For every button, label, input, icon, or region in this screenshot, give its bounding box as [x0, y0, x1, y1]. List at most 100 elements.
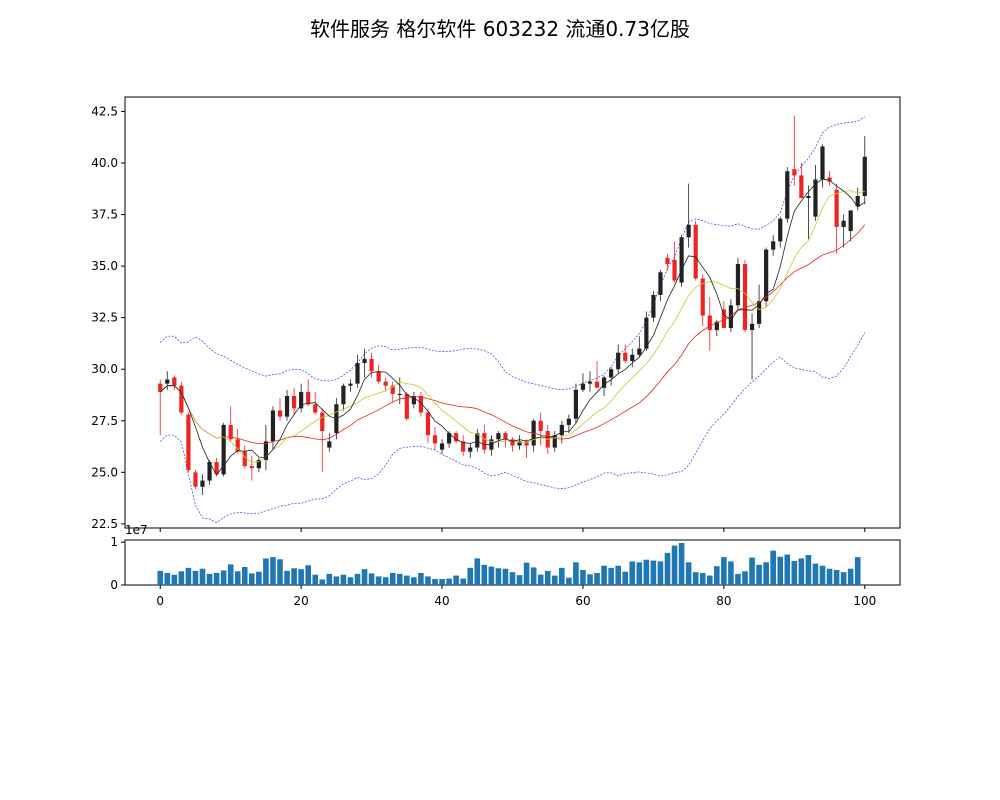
volume-bar	[425, 576, 431, 585]
vol-y-tick-label: 1	[110, 535, 118, 549]
candle	[207, 459, 212, 485]
candle-body	[771, 241, 776, 250]
candle-body	[341, 385, 346, 405]
candle	[813, 165, 818, 221]
candle	[411, 391, 416, 409]
volume-bar	[326, 573, 333, 585]
candle	[263, 424, 269, 471]
volume-bar	[319, 579, 326, 585]
candle-body	[468, 447, 473, 452]
candle-body	[242, 451, 247, 467]
candle-body	[165, 379, 170, 384]
volume-bar	[840, 572, 847, 585]
volume-bar	[234, 571, 241, 585]
y-tick-label: 30.0	[91, 362, 118, 376]
candle-body	[735, 264, 741, 306]
candle	[594, 360, 600, 388]
volume-bar	[847, 568, 854, 585]
y-tick-label: 25.0	[91, 465, 118, 479]
candle	[327, 433, 332, 452]
volume-bar	[411, 577, 417, 585]
candle-body	[306, 391, 311, 405]
candle-body	[355, 363, 360, 384]
volume-bar	[854, 557, 861, 585]
volume-bar	[763, 562, 769, 585]
x-tick-label: 20	[293, 594, 308, 608]
volume-bar	[361, 569, 368, 585]
candle	[735, 257, 741, 310]
volume-bar	[812, 563, 819, 585]
x-tick-label: 80	[716, 594, 731, 608]
y-tick-label: 40.0	[91, 156, 118, 170]
candle-body	[348, 383, 353, 386]
x-tick-label: 40	[434, 594, 449, 608]
y-tick-label: 27.5	[91, 414, 118, 428]
volume-bar	[439, 579, 445, 585]
price-panel: 22.5 25.0 27.5 30.0 32.5 35.0 37.5 40.0 42.5	[91, 96, 901, 532]
candle-body	[580, 383, 586, 390]
candle-body	[277, 410, 283, 417]
candle-body	[214, 462, 219, 475]
volume-bar	[446, 578, 452, 585]
candle	[256, 457, 261, 473]
candle	[538, 412, 543, 446]
candle-body	[397, 393, 402, 395]
candle-body	[728, 305, 734, 328]
volume-bar	[488, 566, 495, 585]
candle-body	[207, 462, 212, 481]
candle-body	[404, 393, 409, 419]
candle-body	[587, 381, 593, 384]
candle-body	[679, 237, 684, 283]
volume-bar	[516, 575, 523, 585]
candle	[489, 435, 494, 456]
candle-body	[327, 441, 332, 448]
lower-band-line	[159, 332, 866, 524]
volume-bar	[544, 570, 551, 585]
volume-bar	[263, 558, 269, 585]
price-panel-frame	[124, 96, 901, 529]
volume-bar	[481, 564, 488, 585]
volume-bar	[347, 577, 354, 585]
y-tick-label: 22.5	[91, 517, 118, 531]
volume-bar	[354, 573, 361, 585]
candle	[376, 365, 381, 384]
volume-bar	[509, 572, 516, 585]
candle-body	[475, 433, 480, 448]
candle	[799, 162, 804, 199]
candle	[630, 348, 635, 368]
candle	[390, 381, 395, 403]
volume-panel: 010 20 40 60 80 100 1e7	[110, 523, 901, 608]
volume-bar	[171, 574, 178, 585]
candle-body	[291, 396, 297, 409]
volume-bar	[601, 565, 607, 585]
candle-body	[693, 224, 698, 279]
volume-bar	[777, 556, 784, 585]
volume-bar	[312, 574, 319, 585]
candle-body	[284, 396, 290, 417]
ma5-line	[159, 178, 866, 476]
volume-bar	[523, 562, 530, 585]
candle	[496, 431, 501, 448]
candle-body	[369, 358, 374, 372]
candle-body	[764, 249, 769, 302]
candle-body	[461, 441, 466, 452]
candle	[827, 171, 832, 186]
volume-bar	[784, 554, 791, 585]
candle	[165, 371, 170, 390]
volume-bar	[277, 559, 283, 585]
volume-bar	[178, 571, 185, 585]
volume-bar	[199, 568, 206, 585]
candle	[587, 371, 593, 392]
candle-body	[665, 257, 670, 265]
volume-bar	[805, 555, 812, 585]
volume-bar	[699, 573, 706, 585]
volume-bar	[333, 576, 340, 585]
candle	[623, 344, 628, 364]
candle-body	[299, 391, 304, 409]
candle	[693, 220, 698, 281]
volume-bar	[460, 578, 466, 585]
chart-title: 软件服务 格尔软件 603232 流通0.73亿股	[310, 17, 690, 41]
price-axes: 22.5 25.0 27.5 30.0 32.5 35.0 37.5 40.0 42.5	[91, 104, 866, 532]
candle	[320, 408, 325, 473]
candle	[355, 354, 360, 388]
